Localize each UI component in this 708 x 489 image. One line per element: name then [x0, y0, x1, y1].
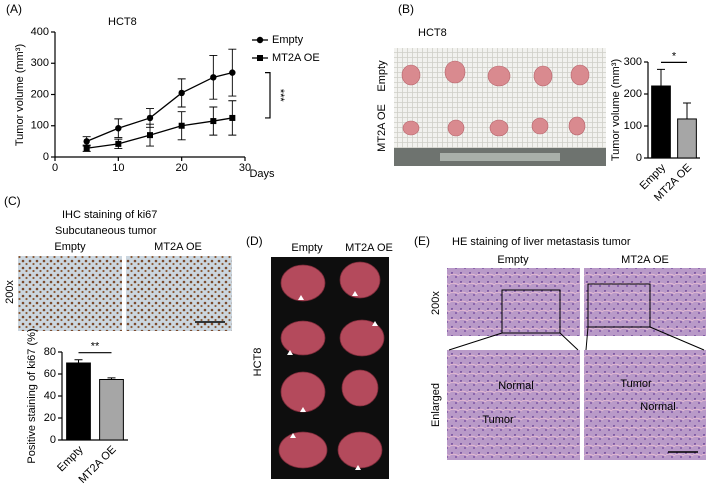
liver-photo [271, 257, 389, 479]
significance: ** [91, 341, 100, 353]
marker [210, 74, 217, 81]
col-label: MT2A OE [345, 242, 393, 254]
col-label: MT2A OE [154, 241, 202, 253]
y-tick-label: 80 [44, 346, 56, 358]
row-label: HCT8 [252, 348, 264, 377]
line [86, 117, 233, 149]
photo-title: HCT8 [418, 27, 447, 39]
col-label: Empty [497, 254, 529, 266]
y-tick-label: 20 [44, 412, 56, 424]
bar [99, 379, 124, 441]
panel-title: HE staining of liver metastasis tumor [452, 236, 631, 248]
y-axis-label: Positive staining of ki67 (%) [26, 328, 38, 463]
panel-label: (D) [246, 234, 263, 248]
significance: * [672, 50, 677, 62]
bar [677, 118, 697, 159]
marker [115, 140, 122, 147]
significance: *** [274, 89, 286, 103]
he-image [447, 268, 706, 460]
significance-bracket [265, 72, 271, 119]
region-label: Normal [498, 380, 533, 392]
panel-title: IHC staining of ki67 [62, 209, 157, 221]
marker [83, 138, 90, 145]
col-label: Empty [54, 241, 86, 253]
legend-marker [257, 55, 263, 61]
y-tick-label: 300 [31, 57, 49, 69]
tumor-photo [394, 48, 606, 166]
legend-marker [256, 36, 264, 44]
x-tick-label: 10 [112, 162, 124, 174]
y-tick-label: 100 [31, 120, 49, 132]
x-tick-label: Empty [55, 443, 86, 474]
y-tick-label: 400 [31, 26, 49, 38]
bar [66, 362, 91, 441]
marker [229, 69, 236, 76]
panel-label: (E) [414, 234, 430, 248]
y-tick-label: 200 [31, 88, 49, 100]
x-tick-label: 0 [52, 162, 58, 174]
x-axis-label: Days [249, 168, 275, 180]
line [86, 71, 233, 142]
error-bar [107, 377, 116, 380]
y-axis-label: Tumor volume (mm³) [610, 59, 622, 161]
legend-label: Empty [272, 34, 304, 46]
y-tick-label: 100 [624, 120, 642, 132]
legend-label: MT2A OE [272, 52, 320, 64]
marker [83, 145, 90, 152]
y-axis-label: Tumor volume (mm³) [14, 44, 26, 146]
row-label: Enlarged [430, 383, 442, 427]
panel-label: (C) [4, 194, 21, 208]
chart-title: HCT8 [108, 16, 137, 28]
y-tick-label: 60 [44, 368, 56, 380]
marker [146, 114, 154, 122]
marker [115, 125, 122, 132]
y-tick-label: 300 [624, 56, 642, 68]
marker [178, 89, 185, 97]
row-label: 200x [430, 291, 442, 315]
error-bar [683, 102, 691, 119]
region-label: Tumor [482, 414, 514, 426]
error-bar [74, 359, 83, 363]
region-label: Tumor [620, 378, 652, 390]
col-label: Empty [291, 242, 323, 254]
panel-subtitle: Subcutaneous tumor [55, 225, 157, 237]
panel-label: (B) [398, 2, 414, 16]
marker [147, 132, 153, 139]
ihc-image [18, 256, 232, 331]
row-label: 200x [4, 280, 16, 304]
y-tick-label: 0 [636, 152, 642, 164]
x-tick-label: 20 [176, 162, 188, 174]
panel-label: (A) [6, 2, 22, 16]
y-tick-label: 0 [43, 151, 49, 163]
col-label: MT2A OE [621, 254, 669, 266]
marker [229, 114, 236, 121]
y-tick-label: 40 [44, 390, 56, 402]
marker [178, 122, 185, 129]
row-label: MT2A OE [376, 104, 388, 152]
bar [651, 85, 671, 159]
error-bar [657, 68, 665, 86]
row-label: Empty [376, 60, 388, 92]
marker [210, 118, 217, 125]
x-tick-label: 30 [239, 162, 251, 174]
y-tick-label: 0 [50, 434, 56, 446]
region-label: Normal [640, 401, 675, 413]
y-tick-label: 200 [624, 88, 642, 100]
